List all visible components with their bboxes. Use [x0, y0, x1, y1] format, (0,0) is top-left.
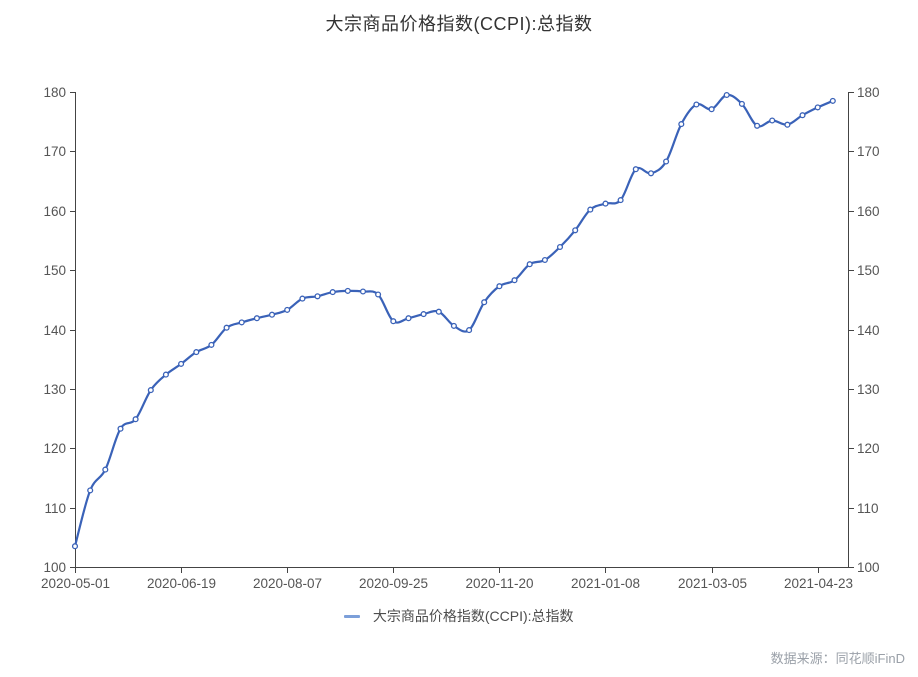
data-point-marker — [602, 200, 609, 207]
y-axis-label-right: 130 — [857, 382, 880, 397]
y-axis-label-left: 160 — [43, 204, 66, 219]
legend-label: 大宗商品价格指数(CCPI):总指数 — [372, 608, 574, 624]
data-point-marker — [193, 349, 200, 356]
data-point-marker — [647, 170, 655, 177]
data-point-marker — [314, 293, 321, 300]
data-point-marker — [541, 256, 548, 264]
y-axis-label-left: 110 — [44, 501, 66, 516]
y-axis-label-right: 110 — [857, 501, 879, 516]
y-axis-label-left: 170 — [43, 144, 66, 159]
data-point-marker — [466, 327, 473, 334]
data-point-marker — [71, 543, 79, 550]
data-point-marker — [663, 158, 670, 165]
data-point-marker — [178, 360, 185, 367]
data-point-marker — [87, 487, 94, 494]
data-point-marker — [693, 101, 700, 108]
data-point-marker — [117, 425, 124, 432]
data-point-marker — [162, 371, 169, 378]
chart-title: 大宗商品价格指数(CCPI):总指数 — [325, 14, 593, 34]
data-point-marker — [738, 100, 745, 107]
x-axis-label: 2021-01-08 — [571, 576, 640, 591]
y-axis-label-right: 160 — [857, 204, 880, 219]
data-point-marker — [784, 121, 791, 128]
data-point-marker — [390, 318, 397, 325]
y-axis-label-left: 180 — [43, 85, 66, 100]
data-point-marker — [496, 283, 503, 290]
data-point-marker — [253, 315, 260, 322]
data-point-marker — [587, 206, 594, 213]
x-axis-label: 2021-04-23 — [784, 576, 853, 591]
y-axis-label-left: 150 — [43, 263, 66, 278]
x-axis-label: 2020-11-20 — [465, 576, 533, 591]
y-axis-label-right: 170 — [857, 144, 880, 159]
data-point-marker — [814, 104, 821, 111]
data-point-marker — [102, 466, 109, 473]
data-point-marker — [147, 387, 154, 394]
data-point-marker — [572, 227, 579, 234]
data-point-marker — [132, 416, 139, 423]
data-point-marker — [299, 295, 306, 302]
data-point-marker — [359, 288, 367, 295]
data-point-marker — [556, 243, 564, 251]
data-point-marker — [799, 112, 806, 119]
data-point-marker — [268, 311, 276, 318]
series-line-path — [73, 93, 834, 548]
y-axis-label-left: 120 — [43, 441, 66, 456]
data-point-marker — [223, 324, 230, 331]
legend-line-marker — [344, 614, 361, 618]
x-axis-label: 2020-05-01 — [41, 576, 110, 591]
data-point-marker — [769, 117, 776, 124]
data-point-marker — [708, 106, 715, 113]
x-axis-label: 2020-06-19 — [147, 576, 216, 591]
data-point-marker — [375, 291, 382, 298]
data-point-marker — [435, 308, 442, 315]
data-point-marker — [678, 121, 685, 128]
data-point-marker — [723, 91, 730, 99]
x-axis-label: 2021-03-05 — [678, 576, 747, 591]
x-axis-label: 2020-09-25 — [359, 576, 428, 591]
y-axis-label-right: 140 — [857, 323, 880, 338]
data-point-marker — [632, 166, 639, 173]
y-axis-label-left: 130 — [43, 382, 66, 397]
y-axis-label-right: 100 — [857, 560, 880, 575]
data-point-marker — [420, 311, 427, 318]
data-point-marker — [329, 289, 336, 296]
data-source-label: 数据来源：同花顺iFinD — [770, 651, 905, 666]
data-point-marker — [829, 97, 836, 104]
x-axis-label: 2020-08-07 — [253, 576, 322, 591]
data-point-marker — [344, 287, 351, 294]
y-axis-label-left: 100 — [43, 560, 66, 575]
data-point-marker — [284, 306, 291, 313]
data-point-marker — [754, 122, 761, 129]
y-axis-label-right: 180 — [857, 85, 880, 100]
y-axis-label-right: 150 — [857, 263, 880, 278]
data-point-marker — [617, 197, 624, 204]
y-axis-label-left: 140 — [43, 323, 66, 338]
data-point-marker — [405, 315, 412, 322]
y-axis-label-right: 120 — [857, 441, 880, 456]
data-point-marker — [481, 299, 488, 306]
legend-item[interactable]: 大宗商品价格指数(CCPI):总指数 — [0, 606, 918, 626]
data-point-marker — [526, 261, 533, 268]
data-point-marker — [511, 277, 518, 284]
data-point-marker — [208, 341, 215, 348]
data-point-marker — [450, 322, 457, 329]
data-point-marker — [238, 319, 245, 326]
